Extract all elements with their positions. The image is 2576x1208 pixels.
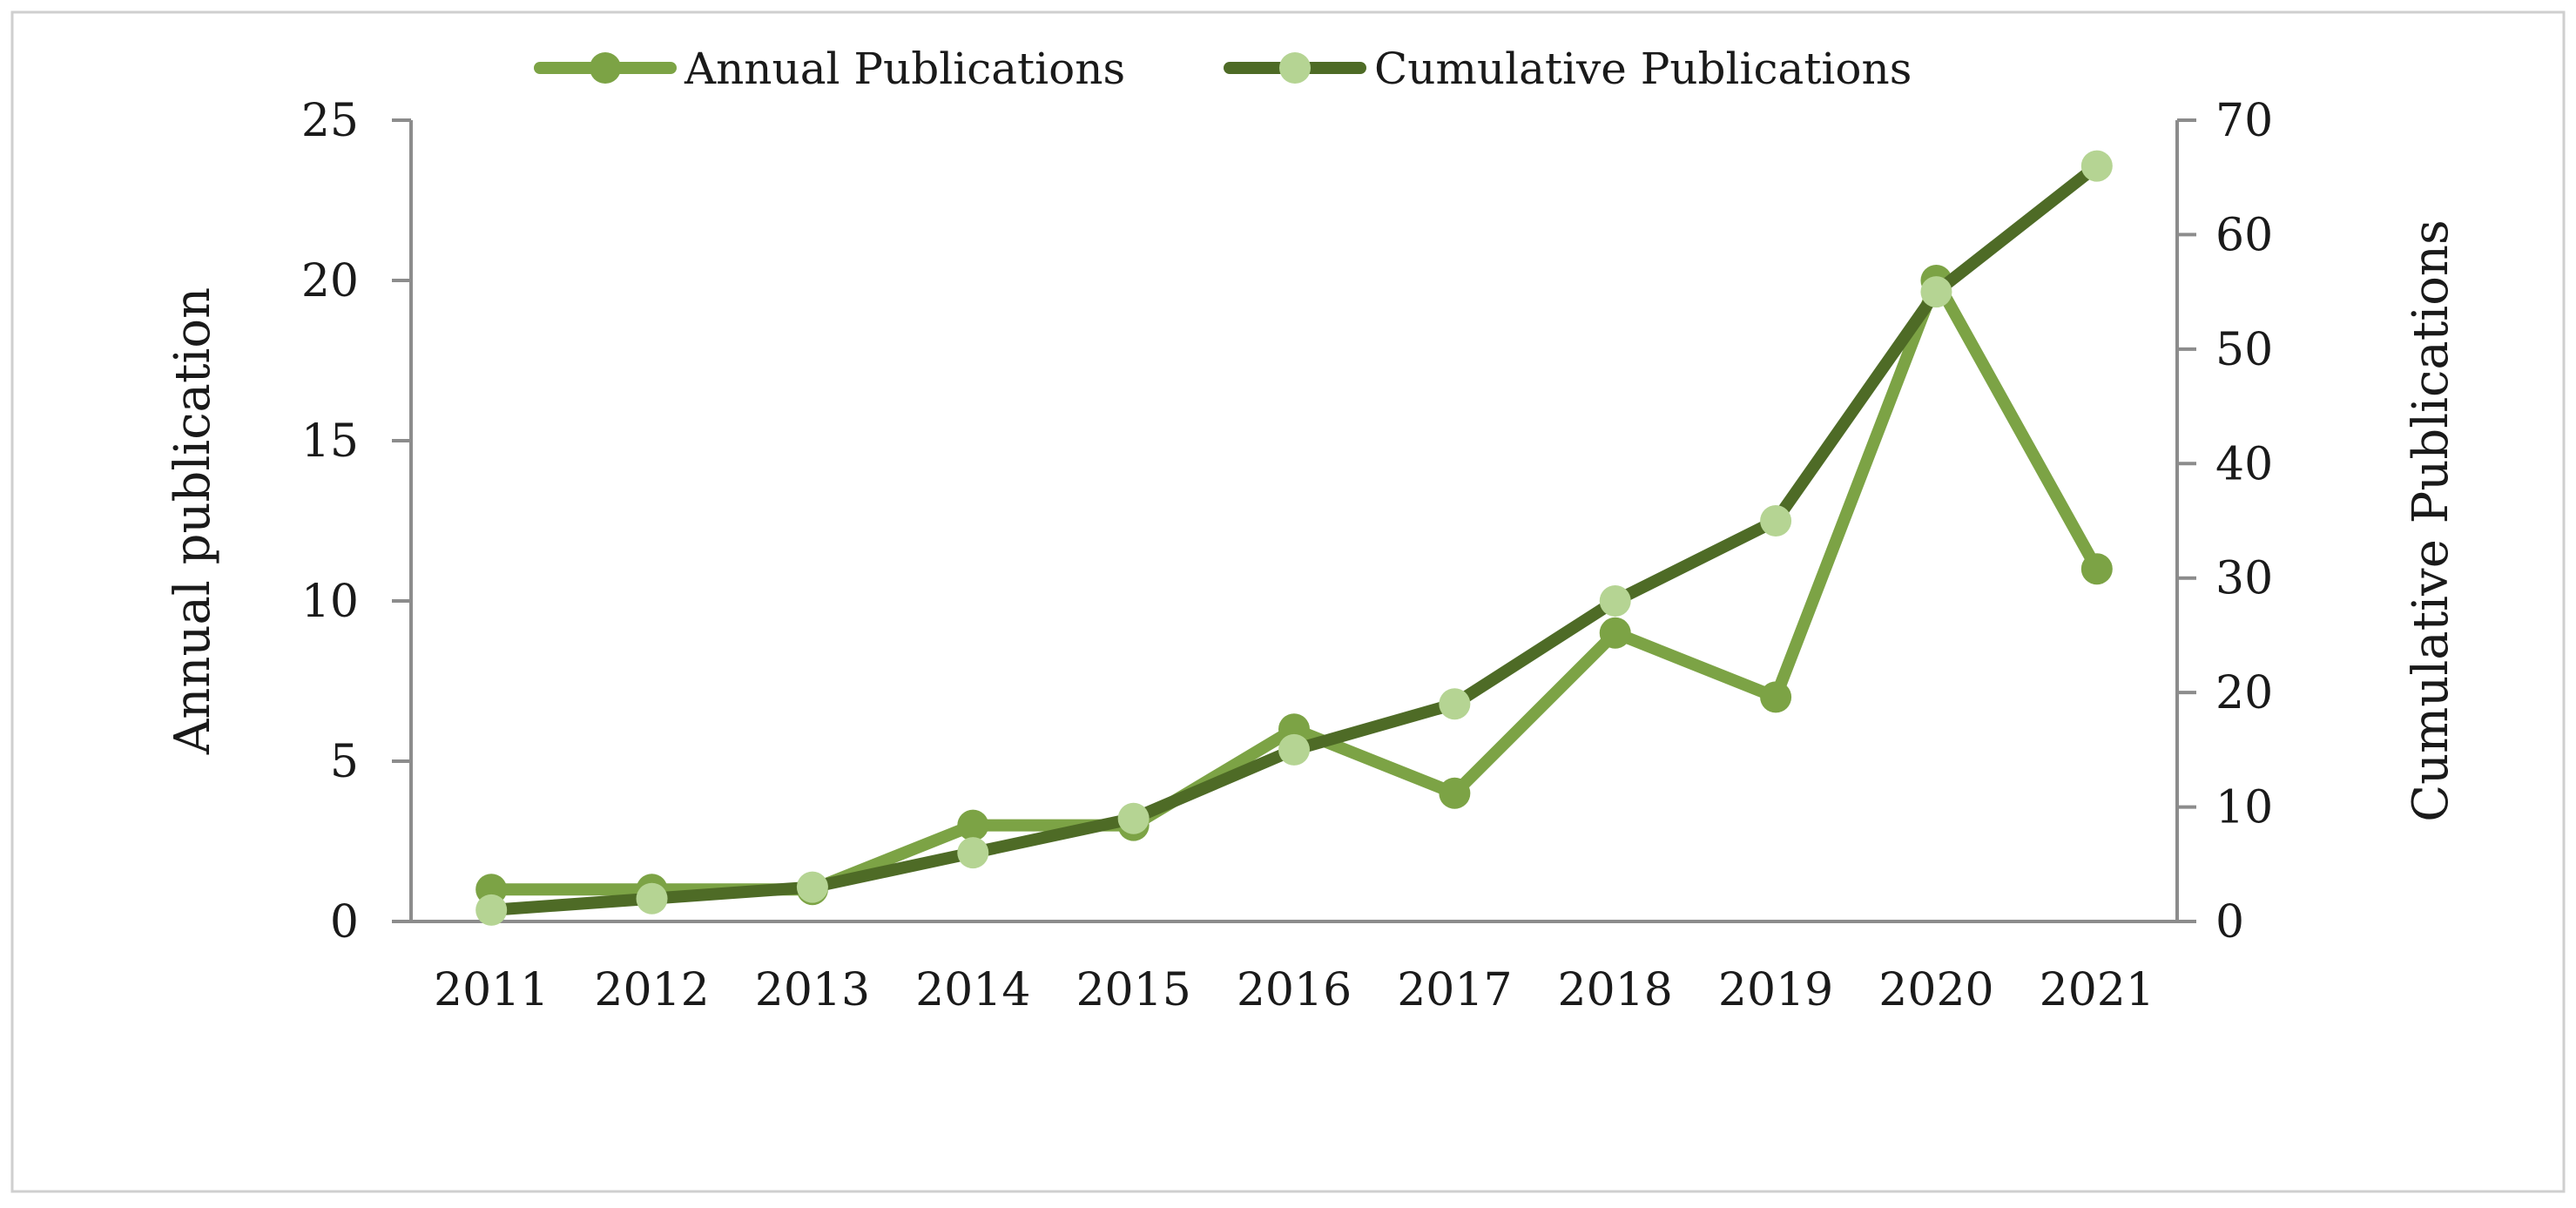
legend-label-cumulative: Cumulative Publications (1374, 44, 1912, 94)
left-axis-title: Annual publication (165, 287, 221, 755)
cumulative-point (1920, 276, 1952, 308)
cumulative-point (1599, 585, 1631, 617)
cumulative-point (636, 882, 668, 914)
left-tick-label: 10 (301, 576, 359, 628)
cumulative-point (475, 894, 508, 926)
left-tick-label: 0 (330, 896, 359, 948)
legend-marker-annual (590, 52, 621, 84)
right-tick-label: 40 (2215, 438, 2273, 490)
chart-border (10, 10, 2566, 1193)
annual-point (957, 809, 989, 841)
cumulative-point (1439, 688, 1471, 720)
cumulative-point (2080, 150, 2113, 182)
x-tick-label: 2011 (434, 964, 549, 1016)
right-tick-label: 10 (2215, 782, 2273, 834)
right-tick-label: 0 (2215, 896, 2244, 948)
right-tick-label: 70 (2215, 95, 2273, 147)
axes-layer: 0 5 10 15 20 25 0 10 20 30 40 50 60 70 2011 2012 2013 201… (165, 95, 2459, 1016)
annual-point (1760, 681, 1792, 713)
x-tick-label: 2013 (755, 964, 870, 1016)
cumulative-point (796, 871, 828, 903)
left-tick-label: 20 (301, 255, 359, 307)
annual-point (1599, 617, 1631, 649)
x-tick-label: 2014 (915, 964, 1030, 1016)
legend: Annual Publications Cumulative Publicatio… (534, 44, 1912, 94)
x-tick-label: 2016 (1237, 964, 1352, 1016)
annual-point (2080, 553, 2113, 585)
legend-label-annual: Annual Publications (684, 44, 1125, 94)
x-tick-label: 2021 (2040, 964, 2155, 1016)
left-tick-label: 5 (330, 736, 359, 788)
right-tick-label: 60 (2215, 209, 2273, 261)
x-tick-label: 2018 (1558, 964, 1673, 1016)
cumulative-point (1117, 802, 1150, 834)
legend-marker-cumulative (1279, 52, 1311, 84)
right-tick-label: 20 (2215, 667, 2273, 719)
cumulative-point (1760, 505, 1792, 537)
left-tick-label: 25 (301, 95, 359, 147)
x-tick-label: 2017 (1397, 964, 1512, 1016)
series-layer (475, 150, 2113, 926)
x-tick-label: 2015 (1076, 964, 1190, 1016)
right-tick-label: 30 (2215, 553, 2273, 605)
left-tick-label: 15 (301, 415, 359, 468)
x-tick-label: 2012 (594, 964, 709, 1016)
cumulative-point (1278, 733, 1310, 766)
x-tick-label: 2020 (1878, 964, 1993, 1016)
right-tick-label: 50 (2215, 324, 2273, 376)
annual-point (1439, 777, 1471, 809)
x-tick-label: 2019 (1718, 964, 1833, 1016)
right-axis-title: Cumulative Publications (2403, 219, 2459, 821)
cumulative-point (957, 837, 989, 869)
